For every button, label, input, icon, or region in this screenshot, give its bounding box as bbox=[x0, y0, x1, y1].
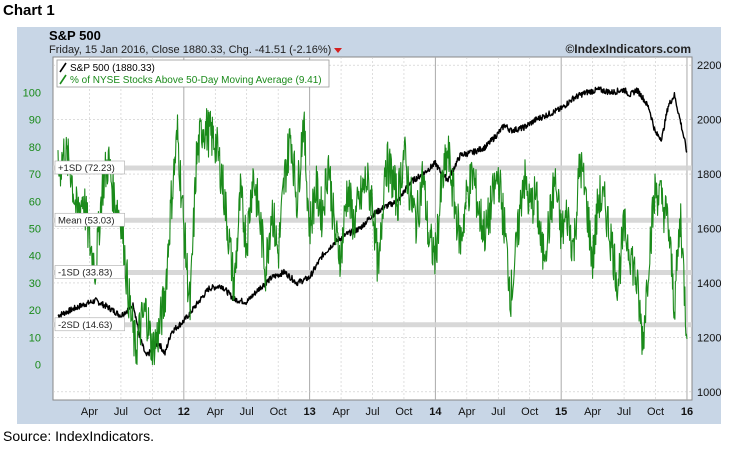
x-tick-label: Apr bbox=[81, 406, 98, 418]
y-left-tick-label: 20 bbox=[29, 305, 41, 317]
y-left-tick-label: 50 bbox=[29, 224, 41, 236]
chart-subtitle: Friday, 15 Jan 2016, Close 1880.33, Chg.… bbox=[49, 44, 331, 56]
x-tick-label: 12 bbox=[178, 406, 190, 418]
source-note: Source: IndexIndicators. bbox=[3, 428, 154, 444]
legend-swatch-sp500 bbox=[59, 62, 67, 73]
x-tick-label: 16 bbox=[681, 406, 693, 418]
y-right-tick-label: 1400 bbox=[697, 278, 721, 290]
x-tick-label: 15 bbox=[555, 406, 567, 418]
x-tick-label: Jul bbox=[491, 406, 505, 418]
x-tick-label: Apr bbox=[207, 406, 224, 418]
x-tick-label: 13 bbox=[303, 406, 315, 418]
y-left-tick-label: 100 bbox=[23, 87, 41, 99]
x-tick-label: Jul bbox=[240, 406, 254, 418]
x-tick-label: Jul bbox=[365, 406, 379, 418]
legend-entry-pct: % of NYSE Stocks Above 50-Day Moving Ave… bbox=[70, 75, 322, 86]
y-right-tick-label: 1000 bbox=[697, 387, 721, 399]
legend-swatch-pct bbox=[59, 74, 67, 85]
y-left-tick-label: 90 bbox=[29, 115, 41, 127]
x-tick-label: Jul bbox=[617, 406, 631, 418]
x-tick-label: Jul bbox=[114, 406, 128, 418]
band-label-bg bbox=[54, 317, 125, 332]
y-left-tick-label: 60 bbox=[29, 196, 41, 208]
band-label-bg bbox=[54, 212, 125, 227]
band-label: -1SD (33.83) bbox=[58, 268, 112, 279]
chart-attribution: ©IndexIndicators.com bbox=[565, 42, 691, 56]
legend-entry-sp500: S&P 500 (1880.33) bbox=[70, 63, 155, 74]
x-tick-label: Oct bbox=[395, 406, 412, 418]
y-left-tick-label: 30 bbox=[29, 278, 41, 290]
figure-title: Chart 1 bbox=[3, 2, 55, 19]
x-tick-label: 14 bbox=[429, 406, 442, 418]
band-label: Mean (53.03) bbox=[58, 215, 115, 226]
band-label-bg bbox=[54, 265, 125, 279]
x-tick-label: Apr bbox=[332, 406, 349, 418]
series-line-pct-above-50dma bbox=[57, 108, 688, 366]
x-tick-label: Oct bbox=[144, 406, 161, 418]
y-left-tick-label: 80 bbox=[29, 142, 41, 154]
y-right-tick-label: 2200 bbox=[697, 60, 721, 72]
y-right-tick-label: 1600 bbox=[697, 224, 721, 236]
y-right-tick-label: 1200 bbox=[697, 332, 721, 344]
chart-title: S&P 500 bbox=[49, 28, 101, 43]
down-arrow-icon bbox=[334, 48, 342, 53]
y-left-tick-label: 40 bbox=[29, 251, 41, 263]
x-tick-label: Apr bbox=[584, 406, 601, 418]
y-left-tick-label: 70 bbox=[29, 169, 41, 181]
y-left-tick-label: 10 bbox=[29, 332, 41, 344]
series-line-sp500 bbox=[57, 86, 688, 357]
x-tick-label: Oct bbox=[521, 406, 538, 418]
x-tick-label: Oct bbox=[647, 406, 664, 418]
band-label: +1SD (72.23) bbox=[58, 163, 115, 174]
legend: S&P 500 (1880.33) % of NYSE Stocks Above… bbox=[56, 59, 330, 88]
x-tick-label: Apr bbox=[458, 406, 475, 418]
band-label: -2SD (14.63) bbox=[58, 320, 112, 331]
y-right-tick-label: 2000 bbox=[697, 115, 721, 127]
band-label-bg bbox=[54, 160, 125, 175]
y-left-tick-label: 0 bbox=[35, 360, 41, 372]
y-right-tick-label: 1800 bbox=[697, 169, 721, 181]
x-tick-label: Oct bbox=[270, 406, 287, 418]
